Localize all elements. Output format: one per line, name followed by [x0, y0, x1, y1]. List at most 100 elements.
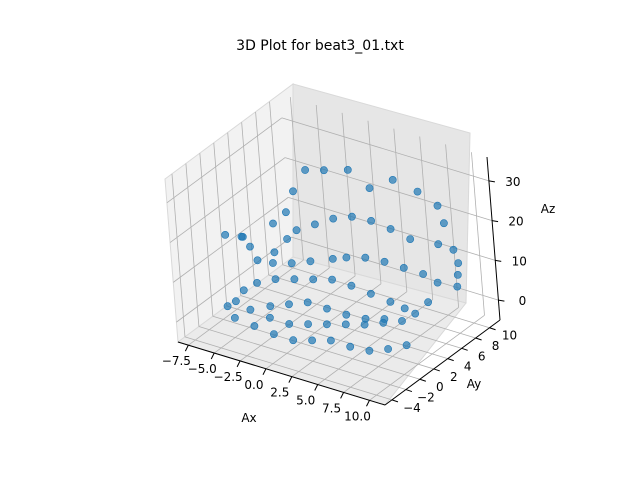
data-point	[411, 309, 420, 318]
data-point	[246, 242, 254, 251]
y-axis-label: Ay	[467, 377, 482, 391]
grid-line	[343, 307, 459, 393]
data-points	[221, 165, 463, 355]
y-tick-mark	[475, 337, 482, 341]
data-point	[292, 226, 301, 235]
x-tick-label: −5.0	[188, 362, 217, 376]
x-tick-mark	[366, 400, 370, 407]
grid-line	[268, 274, 476, 339]
data-point	[309, 275, 318, 284]
grid-line	[254, 284, 462, 349]
grid-line	[341, 112, 356, 276]
data-point	[433, 278, 442, 287]
y-tick-label: 10	[502, 329, 517, 343]
y-tick-mark	[391, 399, 399, 403]
y-tick-label: −2	[417, 391, 435, 405]
grid-line	[213, 142, 228, 306]
data-point	[361, 314, 370, 323]
data-point	[230, 313, 239, 322]
data-point	[270, 248, 279, 257]
data-point	[237, 232, 246, 241]
z-tick-mark	[498, 299, 505, 302]
grid-line	[239, 275, 356, 362]
grid-line	[291, 236, 499, 301]
x-tick-label: −7.5	[162, 354, 191, 368]
grid-line	[265, 283, 382, 370]
data-point	[285, 300, 293, 309]
x-tick-mark	[340, 392, 345, 399]
data-point	[386, 297, 395, 306]
data-point	[223, 302, 232, 311]
y-tick-label: 8	[492, 339, 500, 353]
data-point	[310, 220, 319, 229]
data-point	[453, 270, 462, 279]
data-point	[341, 320, 350, 329]
z-tick-label: 30	[505, 175, 520, 189]
data-point	[406, 235, 415, 243]
grid-line	[289, 97, 304, 261]
data-point	[221, 230, 230, 239]
z-tick-label: 10	[512, 254, 527, 268]
grid-lines	[166, 97, 499, 401]
x-tick-label: 0.0	[244, 378, 263, 392]
x-tick-mark	[314, 384, 319, 391]
x-tick-mark	[288, 376, 293, 383]
grid-line	[173, 197, 289, 283]
data-point	[308, 336, 316, 345]
grid-line	[445, 144, 459, 308]
grid-line	[284, 157, 493, 221]
data-point	[283, 235, 291, 243]
grid-line	[199, 153, 214, 317]
grid-line	[315, 104, 330, 269]
data-point	[285, 320, 294, 328]
data-point	[266, 302, 275, 310]
data-point	[453, 282, 462, 291]
data-point	[269, 219, 277, 228]
data-point	[454, 259, 463, 267]
y-tick-label: 2	[450, 370, 458, 384]
data-point	[413, 187, 422, 196]
data-point	[434, 240, 443, 249]
z-tick-label: 20	[508, 215, 523, 229]
grid-line	[291, 291, 408, 377]
grid-line	[184, 336, 393, 401]
z-tick-mark	[488, 180, 495, 183]
data-point	[250, 322, 259, 330]
x-tick-label: 10.0	[344, 409, 371, 423]
data-point	[289, 336, 298, 345]
grid-line	[171, 173, 186, 337]
grid-line	[185, 163, 200, 327]
data-point	[253, 278, 261, 287]
data-point	[231, 297, 240, 306]
y-tick-label: −4	[403, 401, 421, 415]
data-point	[322, 320, 331, 329]
grid-line	[166, 117, 283, 204]
grid-line	[269, 101, 283, 265]
data-point	[439, 219, 448, 228]
data-point	[433, 201, 442, 210]
grid-line	[169, 157, 286, 243]
chart-title: 3D Plot for beat3_01.txt	[236, 38, 404, 54]
x-tick-label: 7.5	[322, 401, 341, 415]
data-point	[304, 320, 312, 328]
y-tick-mark	[461, 347, 468, 351]
data-point	[366, 289, 375, 298]
axis-lines	[177, 156, 505, 407]
x-tick-label: −2.5	[214, 370, 243, 384]
data-point	[343, 165, 352, 174]
y-axis-line	[384, 319, 501, 406]
grid-line	[282, 264, 490, 329]
data-point	[388, 175, 397, 184]
data-point	[386, 225, 395, 233]
data-point	[306, 257, 315, 266]
data-point	[268, 259, 277, 267]
tick-labels: −7.5−5.0−2.50.02.55.07.510.0−4−202468100…	[162, 175, 527, 423]
x-tick-mark	[210, 352, 215, 360]
data-point	[399, 263, 408, 272]
data-point	[400, 304, 409, 313]
y-tick-label: 0	[436, 380, 444, 394]
data-point	[342, 310, 351, 319]
grid-line	[227, 132, 242, 296]
grid-line	[255, 111, 270, 276]
grid-line	[212, 315, 420, 380]
